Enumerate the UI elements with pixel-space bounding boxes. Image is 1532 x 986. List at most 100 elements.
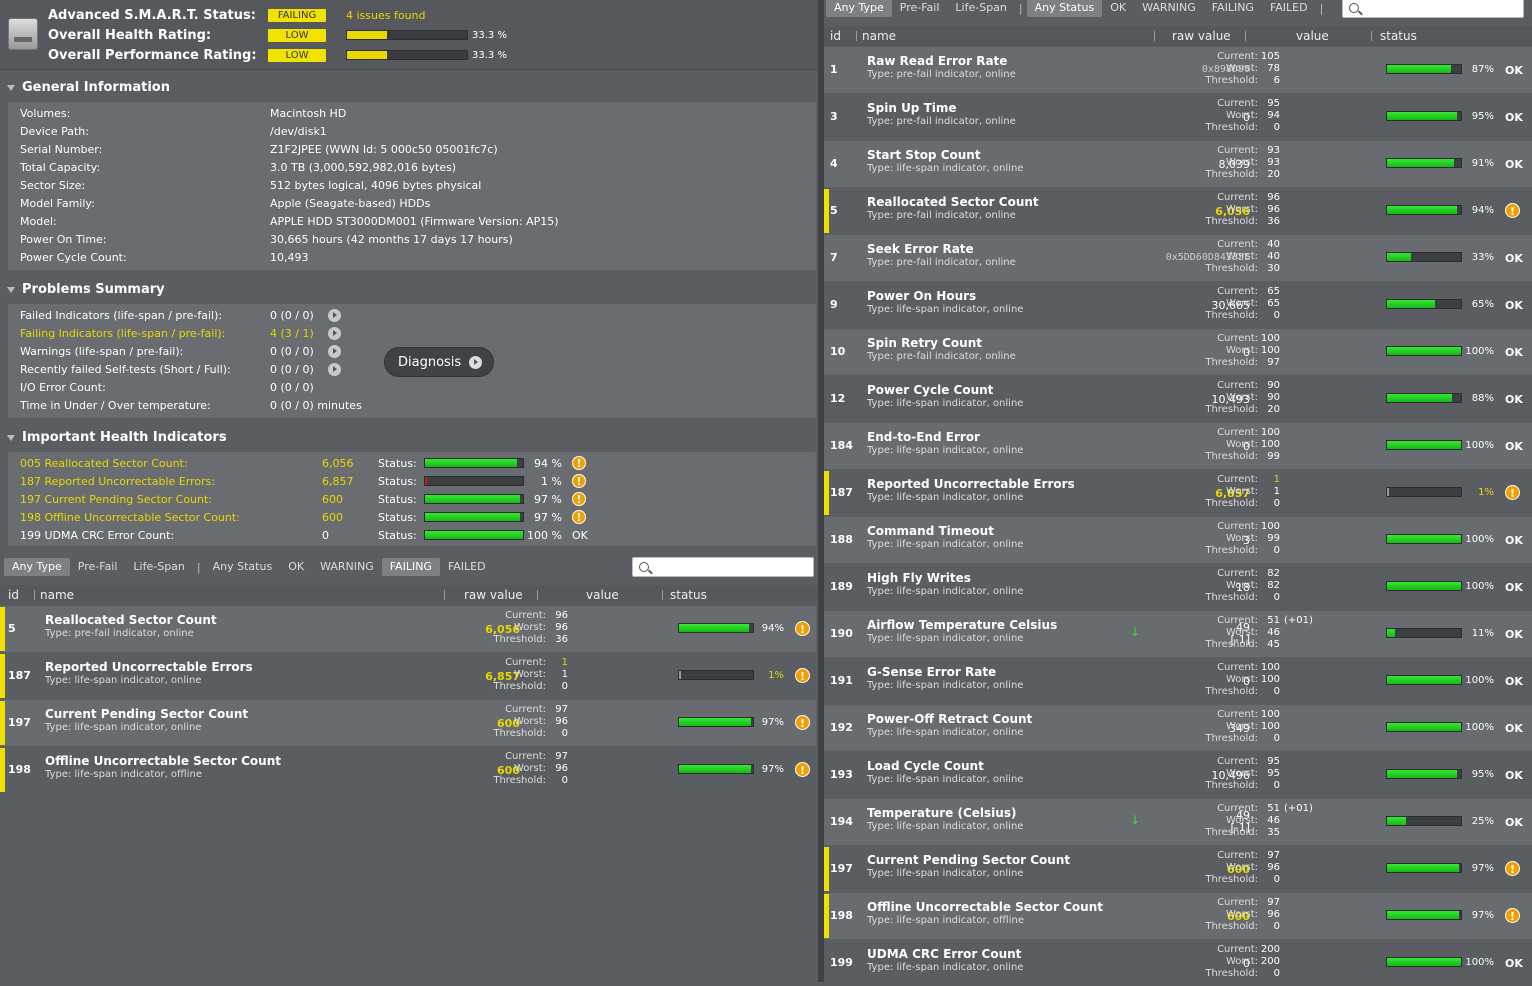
table-row[interactable]: 192 Power-Off Retract Count Type: life-spa… — [824, 705, 1532, 751]
health-rating-row: Overall Health Rating: LOW 33.3 % — [48, 25, 507, 45]
general-info-value: 512 bytes logical, 4096 bytes physical — [270, 178, 482, 192]
health-rating-percent: 33.3 % — [472, 29, 507, 41]
problem-summary-key: Warnings (life-span / pre-fail): — [20, 344, 184, 358]
filter-ok[interactable]: OK — [1110, 1, 1127, 14]
table-row[interactable]: 7 Seek Error Rate Type: pre-fail indicator… — [824, 235, 1532, 281]
table-row[interactable]: 197 Current Pending Sector Count Type: lif… — [0, 700, 816, 746]
value-worst: 93 — [1267, 157, 1280, 168]
value-worst: 100 — [1260, 674, 1280, 685]
value-label: Threshold: — [1205, 263, 1258, 274]
table-row[interactable]: 194 Temperature (Celsius) Type: life-span … — [824, 799, 1532, 845]
filter-pre-fail[interactable]: Pre-Fail — [899, 1, 940, 14]
filter-life-span[interactable]: Life-Span — [955, 1, 1007, 14]
general-info-row: Model Family: Apple (Seagate-based) HDDs — [20, 194, 430, 212]
health-indicator-name: 198 Offline Uncorrectable Sector Count: — [20, 510, 240, 524]
problems-summary-header[interactable]: Problems Summary — [0, 279, 818, 301]
table-row[interactable]: 3 Spin Up Time Type: pre-fail indicator, o… — [824, 94, 1532, 140]
filter-warning[interactable]: WARNING — [320, 560, 374, 573]
table-row[interactable]: 5 Reallocated Sector Count Type: pre-fail … — [0, 606, 816, 652]
table-row[interactable]: 198 Offline Uncorrectable Sector Count Typ… — [0, 747, 816, 793]
general-information-header[interactable]: General Information — [0, 77, 818, 99]
filter-any-type[interactable]: Any Type — [4, 558, 70, 576]
value-label: Current: — [1217, 239, 1258, 250]
table-row[interactable]: 193 Load Cycle Count Type: life-span indic… — [824, 752, 1532, 798]
right-search-input[interactable] — [1342, 0, 1524, 18]
health-indicator-raw: 0 — [322, 528, 329, 542]
status-percent: 95% — [1471, 769, 1494, 780]
col-name[interactable]: name — [862, 29, 897, 43]
table-row[interactable]: 10 Spin Retry Count Type: pre-fail indicat… — [824, 329, 1532, 375]
filter-warning[interactable]: WARNING — [1142, 1, 1196, 14]
filter-failed[interactable]: FAILED — [1269, 1, 1308, 14]
filter-failing[interactable]: FAILING — [381, 558, 440, 576]
arrow-right-icon[interactable] — [327, 344, 341, 358]
table-row[interactable]: 9 Power On Hours Type: life-span indicator… — [824, 282, 1532, 328]
general-info-key: Model Family: — [20, 196, 95, 210]
value-label: Worst: — [1225, 580, 1258, 591]
value-label: Threshold: — [493, 681, 546, 692]
status-percent: 91% — [1471, 158, 1494, 169]
status-bar — [1386, 581, 1462, 591]
arrow-right-icon[interactable] — [327, 308, 341, 322]
col-raw-value[interactable]: raw value — [464, 588, 523, 602]
col-id[interactable]: id — [830, 29, 841, 43]
search-icon — [1349, 3, 1359, 13]
pane-divider[interactable] — [818, 0, 824, 982]
table-row[interactable]: 187 Reported Uncorrectable Errors Type: li… — [0, 653, 816, 699]
table-row[interactable]: 191 G-Sense Error Rate Type: life-span ind… — [824, 658, 1532, 704]
filter-any-status[interactable]: Any Status — [1026, 0, 1103, 17]
col-name[interactable]: name — [40, 588, 75, 602]
filter-failing[interactable]: FAILING — [1211, 1, 1254, 14]
issues-found-text: 4 issues found — [346, 8, 426, 22]
value-label: Threshold: — [1205, 451, 1258, 462]
health-indicator-status-label: Status: — [378, 510, 417, 524]
filter-any-status[interactable]: Any Status — [212, 560, 273, 573]
arrow-right-icon[interactable] — [327, 362, 341, 376]
attribute-id: 187 — [830, 486, 853, 499]
filter-failed[interactable]: FAILED — [447, 560, 486, 573]
col-id[interactable]: id — [8, 588, 19, 602]
warning-icon: ! — [1505, 485, 1520, 500]
arrow-right-icon[interactable] — [327, 326, 341, 340]
table-row[interactable]: 190 Airflow Temperature Celsius Type: life… — [824, 611, 1532, 657]
status-ok: OK — [1505, 440, 1523, 453]
disclosure-triangle-icon[interactable] — [7, 287, 15, 293]
col-status[interactable]: status — [670, 588, 707, 602]
attribute-name: Current Pending Sector Count — [867, 853, 1071, 867]
col-status[interactable]: status — [1380, 29, 1417, 43]
table-row[interactable]: 199 UDMA CRC Error Count Type: life-span i… — [824, 940, 1532, 986]
table-row[interactable]: 4 Start Stop Count Type: life-span indicat… — [824, 141, 1532, 187]
value-label: Current: — [1217, 427, 1258, 438]
table-row[interactable]: 187 Reported Uncorrectable Errors Type: li… — [824, 470, 1532, 516]
health-rating-label: Overall Health Rating: — [48, 27, 212, 43]
table-row[interactable]: 5 Reallocated Sector Count Type: pre-fail … — [824, 188, 1532, 234]
value-label: Worst: — [1225, 674, 1258, 685]
value-worst: 200 — [1260, 956, 1280, 967]
filter-any-type[interactable]: Any Type — [826, 0, 892, 17]
diagnosis-button[interactable]: Diagnosis — [384, 347, 494, 377]
filter-ok[interactable]: OK — [288, 560, 305, 573]
value-current: 105 — [1260, 51, 1280, 62]
col-value[interactable]: value — [1296, 29, 1329, 43]
attribute-type: Type: pre-fail indicator, online — [867, 257, 1016, 268]
table-row[interactable]: 197 Current Pending Sector Count Type: lif… — [824, 846, 1532, 892]
performance-rating-label: Overall Performance Rating: — [48, 47, 257, 63]
table-row[interactable]: 12 Power Cycle Count Type: life-span indic… — [824, 376, 1532, 422]
table-row[interactable]: 188 Command Timeout Type: life-span indica… — [824, 517, 1532, 563]
filter-life-span[interactable]: Life-Span — [133, 560, 185, 573]
attribute-id: 190 — [830, 627, 853, 640]
smart-status-badge: FAILING — [268, 8, 326, 22]
left-search-input[interactable] — [632, 557, 814, 577]
disclosure-triangle-icon[interactable] — [7, 85, 15, 91]
filter-pre-fail[interactable]: Pre-Fail — [77, 560, 118, 573]
table-row[interactable]: 189 High Fly Writes Type: life-span indica… — [824, 564, 1532, 610]
table-row[interactable]: 1 Raw Read Error Rate Type: pre-fail indic… — [824, 47, 1532, 93]
disclosure-triangle-icon[interactable] — [7, 435, 15, 441]
health-indicators-header[interactable]: Important Health Indicators — [0, 427, 818, 449]
health-indicator-percent: 97 % — [534, 510, 562, 524]
col-raw-value[interactable]: raw value — [1172, 29, 1231, 43]
general-info-row: Volumes: Macintosh HD — [20, 104, 346, 122]
table-row[interactable]: 184 End-to-End Error Type: life-span indic… — [824, 423, 1532, 469]
table-row[interactable]: 198 Offline Uncorrectable Sector Count Typ… — [824, 893, 1532, 939]
col-value[interactable]: value — [586, 588, 619, 602]
